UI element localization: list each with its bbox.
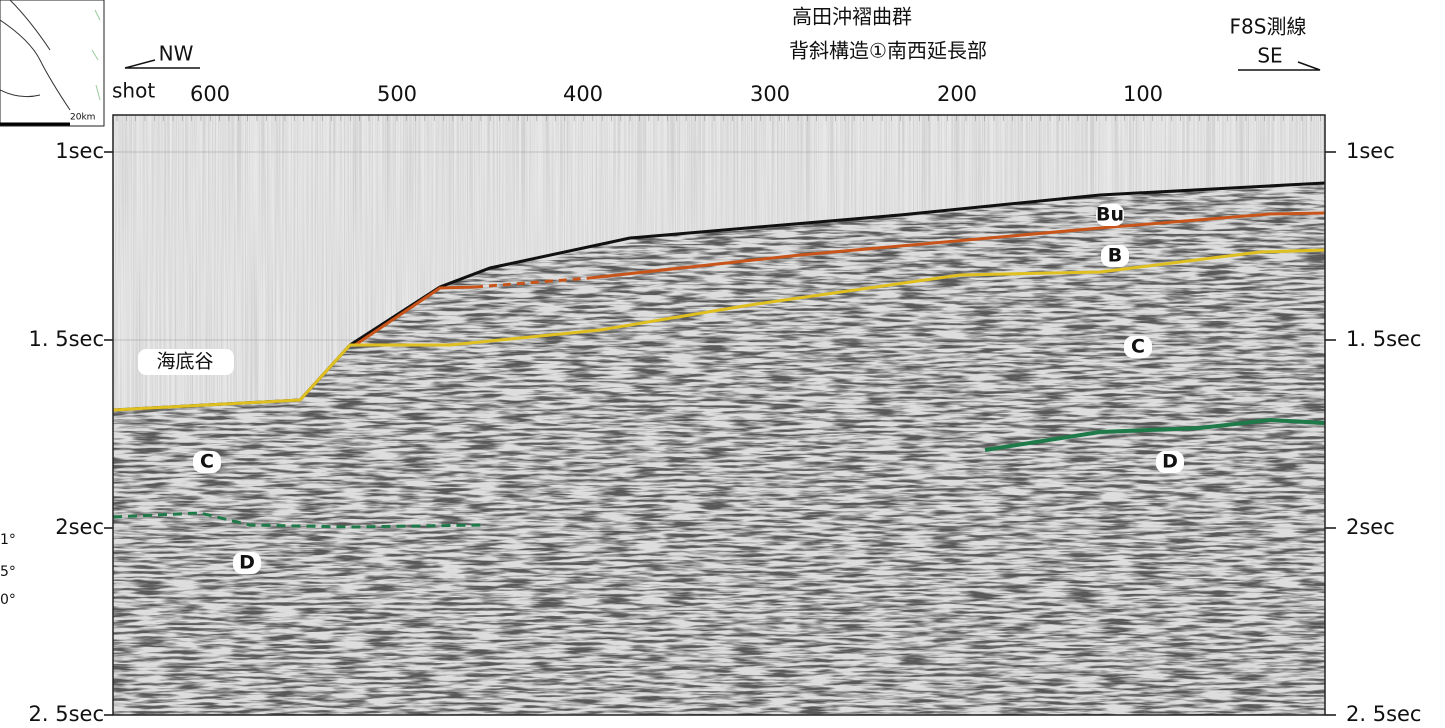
shot-tick-label: 600: [190, 82, 230, 106]
label-box: [1124, 336, 1152, 358]
horizon-d-dashed: [112, 511, 486, 529]
time-tick-label: 2sec: [55, 515, 104, 539]
horizon-label: D: [239, 552, 255, 574]
horizon-label: B: [1108, 245, 1122, 267]
fragment: 1°: [0, 532, 16, 548]
label-box: [233, 552, 261, 574]
horizon-b: [354, 285, 476, 347]
scale-label: 20km: [70, 113, 95, 123]
fragment: 0°: [0, 592, 16, 608]
shot-tick-label: 100: [1123, 82, 1163, 106]
subtitle: 背斜構造①南西延長部: [789, 39, 987, 63]
shot-tick-label: 400: [563, 82, 603, 106]
time-tick-label: 2sec: [1346, 515, 1395, 539]
inset-frame: [0, 0, 105, 127]
time-tick-label: 1. 5sec: [29, 327, 104, 351]
time-tick-label: 1sec: [55, 139, 104, 163]
label-box: [193, 451, 221, 473]
horizon-c: [112, 248, 1326, 412]
time-tick-label: 2. 5sec: [1346, 702, 1421, 726]
coastline: [0, 0, 71, 111]
fragment: 5°: [0, 564, 16, 580]
title: 高田沖褶曲群: [792, 5, 912, 29]
shot-label: shot: [112, 79, 155, 103]
horizon-b: [589, 211, 1326, 280]
labels: 600 500 400 300 200 100 1sec 1. 5sec 2sec 2. 5sec…: [0, 82, 1421, 726]
shot-tick-label: 200: [937, 82, 977, 106]
time-tick-label: 1sec: [1346, 139, 1395, 163]
horizon-label: C: [200, 451, 214, 473]
shot-tick-label: 300: [750, 82, 790, 106]
horizon-b-dashed: [474, 276, 591, 289]
time-tick-label: 1. 5sec: [1346, 327, 1421, 351]
horizon-d: [984, 417, 1326, 452]
label-box: [1096, 204, 1124, 226]
horizon-label: D: [1162, 451, 1178, 473]
direction-right: SE: [1257, 44, 1282, 68]
arrow-left: [124, 59, 200, 69]
arrow-right: [1238, 61, 1321, 71]
inset-map: 20km: [0, 0, 105, 127]
direction-left: NW: [159, 42, 194, 66]
label-box: [1101, 245, 1129, 267]
horizon-label: Bu: [1096, 204, 1124, 226]
shot-tick-label: 500: [377, 82, 417, 106]
label-box: [138, 349, 234, 375]
horizon-label: C: [1131, 336, 1145, 358]
label-box: [1156, 451, 1184, 473]
feature-label: 海底谷: [156, 351, 213, 373]
line-name: F8S測線: [1230, 15, 1307, 39]
section-frame: [112, 114, 1326, 716]
time-tick-label: 2. 5sec: [29, 702, 104, 726]
map-line: [91, 9, 101, 101]
